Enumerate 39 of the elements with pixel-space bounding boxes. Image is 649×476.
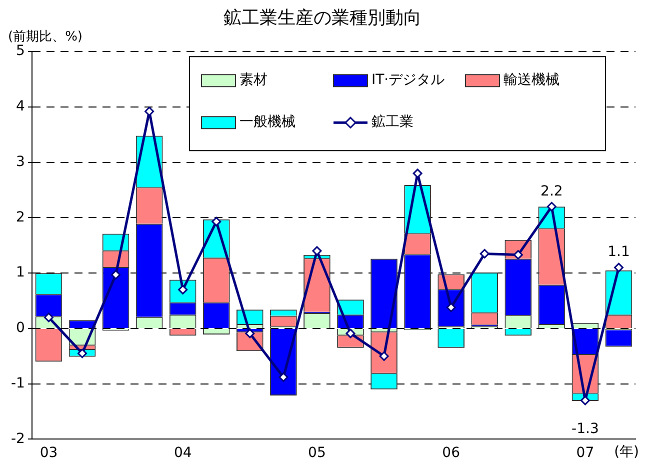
data-label: 2.2	[540, 183, 563, 200]
y-tick-label: 4	[16, 98, 26, 115]
x-tick-label: 06	[442, 445, 460, 462]
y-tick-label: 3	[16, 154, 25, 170]
y-tick-label: 0	[16, 320, 25, 336]
point	[111, 270, 121, 280]
y-axis-title: (前期比、%)	[8, 29, 82, 44]
point	[480, 248, 490, 258]
point	[580, 396, 590, 406]
point	[245, 328, 255, 338]
legend-label: 鉱工業	[372, 114, 414, 130]
point	[278, 372, 288, 382]
point	[513, 250, 523, 260]
legend-label: 輸送機械	[504, 72, 560, 88]
x-tick-label: 07	[576, 445, 594, 462]
x-axis-title: (年)	[614, 444, 639, 460]
legend-label: 素材	[240, 72, 268, 88]
point	[614, 262, 624, 272]
point	[346, 328, 356, 338]
legend-label: 一般機械	[240, 114, 296, 130]
data-label: -1.3	[572, 421, 599, 438]
x-tick-label: 03	[40, 445, 58, 462]
chart-title: 鉱工業生産の業種別動向	[224, 7, 422, 28]
y-tick-label: 2	[16, 209, 25, 226]
y-tick-label: -1	[10, 375, 25, 392]
point	[312, 246, 322, 256]
point	[144, 106, 154, 116]
point	[212, 216, 222, 226]
x-tick-label: 04	[174, 445, 192, 462]
x-tick-label: 05	[308, 445, 326, 462]
point	[379, 351, 389, 361]
point	[78, 348, 88, 358]
point	[546, 202, 556, 212]
y-tick-label: -2	[10, 430, 25, 447]
y-tick-label: 1	[16, 264, 25, 281]
legend-label: IT·デジタル	[372, 72, 445, 88]
point	[412, 168, 422, 178]
y-tick-label: 5	[16, 43, 25, 60]
data-label: 1.1	[608, 244, 630, 260]
